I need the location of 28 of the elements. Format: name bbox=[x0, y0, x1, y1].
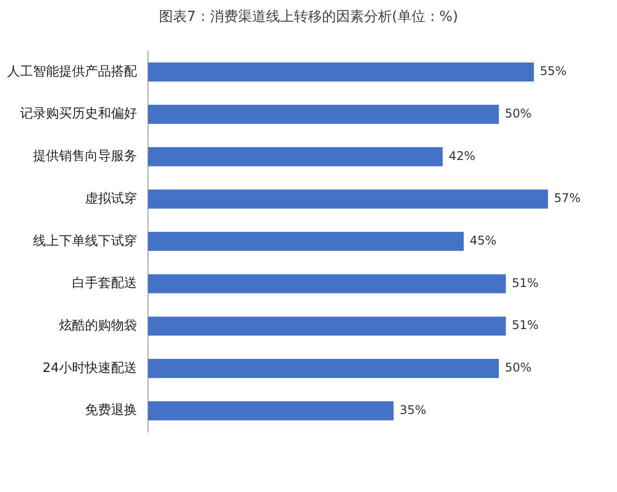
data-label: 50% bbox=[504, 360, 532, 375]
bar bbox=[148, 147, 443, 166]
chart-title: 图表7：消费渠道线上转移的因素分析(单位：%) bbox=[158, 8, 460, 26]
bar bbox=[148, 190, 548, 209]
data-label: 50% bbox=[504, 106, 532, 120]
data-label: 35% bbox=[400, 402, 426, 417]
data-label: 57% bbox=[554, 191, 581, 206]
data-label: 42% bbox=[448, 148, 476, 163]
y-tick-label: 记录购买历史和偏好 bbox=[20, 106, 137, 122]
data-label: 55% bbox=[540, 64, 567, 78]
y-tick-label: 24小时快速配送 bbox=[42, 360, 137, 376]
y-tick-label: 虚拟试穿 bbox=[85, 191, 137, 206]
bar bbox=[148, 62, 534, 82]
bar bbox=[148, 316, 506, 336]
y-tick-label: 免费退换 bbox=[85, 403, 137, 418]
bar bbox=[148, 274, 506, 294]
y-tick-label: 提供销售向导服务 bbox=[33, 149, 137, 164]
y-tick-label: 白手套配送 bbox=[72, 276, 137, 292]
y-tick-label: 人工智能提供产品搭配 bbox=[7, 64, 137, 80]
data-label: 45% bbox=[470, 234, 496, 248]
bar bbox=[148, 104, 499, 124]
y-tick-label: 炫酷的购物袋 bbox=[59, 318, 137, 334]
y-tick-label: 线上下单线下试穿 bbox=[33, 234, 137, 249]
data-label: 51% bbox=[512, 318, 539, 332]
data-label: 51% bbox=[512, 276, 539, 290]
bar bbox=[148, 401, 394, 420]
bar bbox=[148, 358, 499, 378]
bar bbox=[148, 232, 464, 251]
